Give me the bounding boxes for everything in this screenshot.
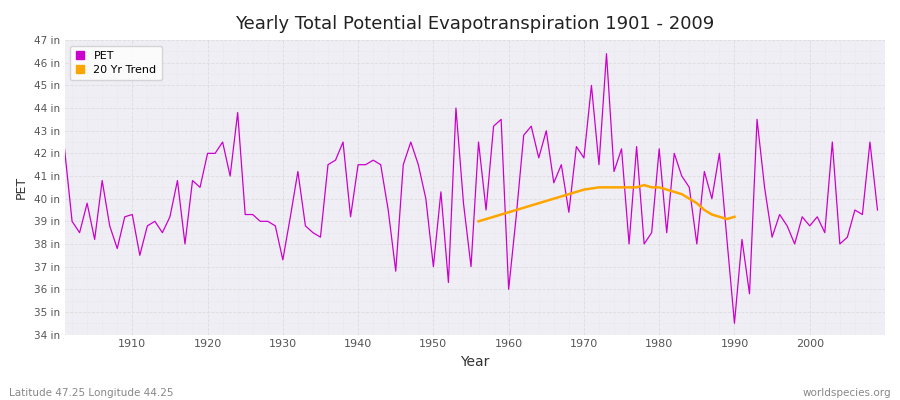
X-axis label: Year: Year — [460, 355, 490, 369]
Legend: PET, 20 Yr Trend: PET, 20 Yr Trend — [70, 46, 162, 80]
Text: Latitude 47.25 Longitude 44.25: Latitude 47.25 Longitude 44.25 — [9, 388, 174, 398]
Y-axis label: PET: PET — [15, 176, 28, 199]
Text: worldspecies.org: worldspecies.org — [803, 388, 891, 398]
Title: Yearly Total Potential Evapotranspiration 1901 - 2009: Yearly Total Potential Evapotranspiratio… — [235, 15, 715, 33]
